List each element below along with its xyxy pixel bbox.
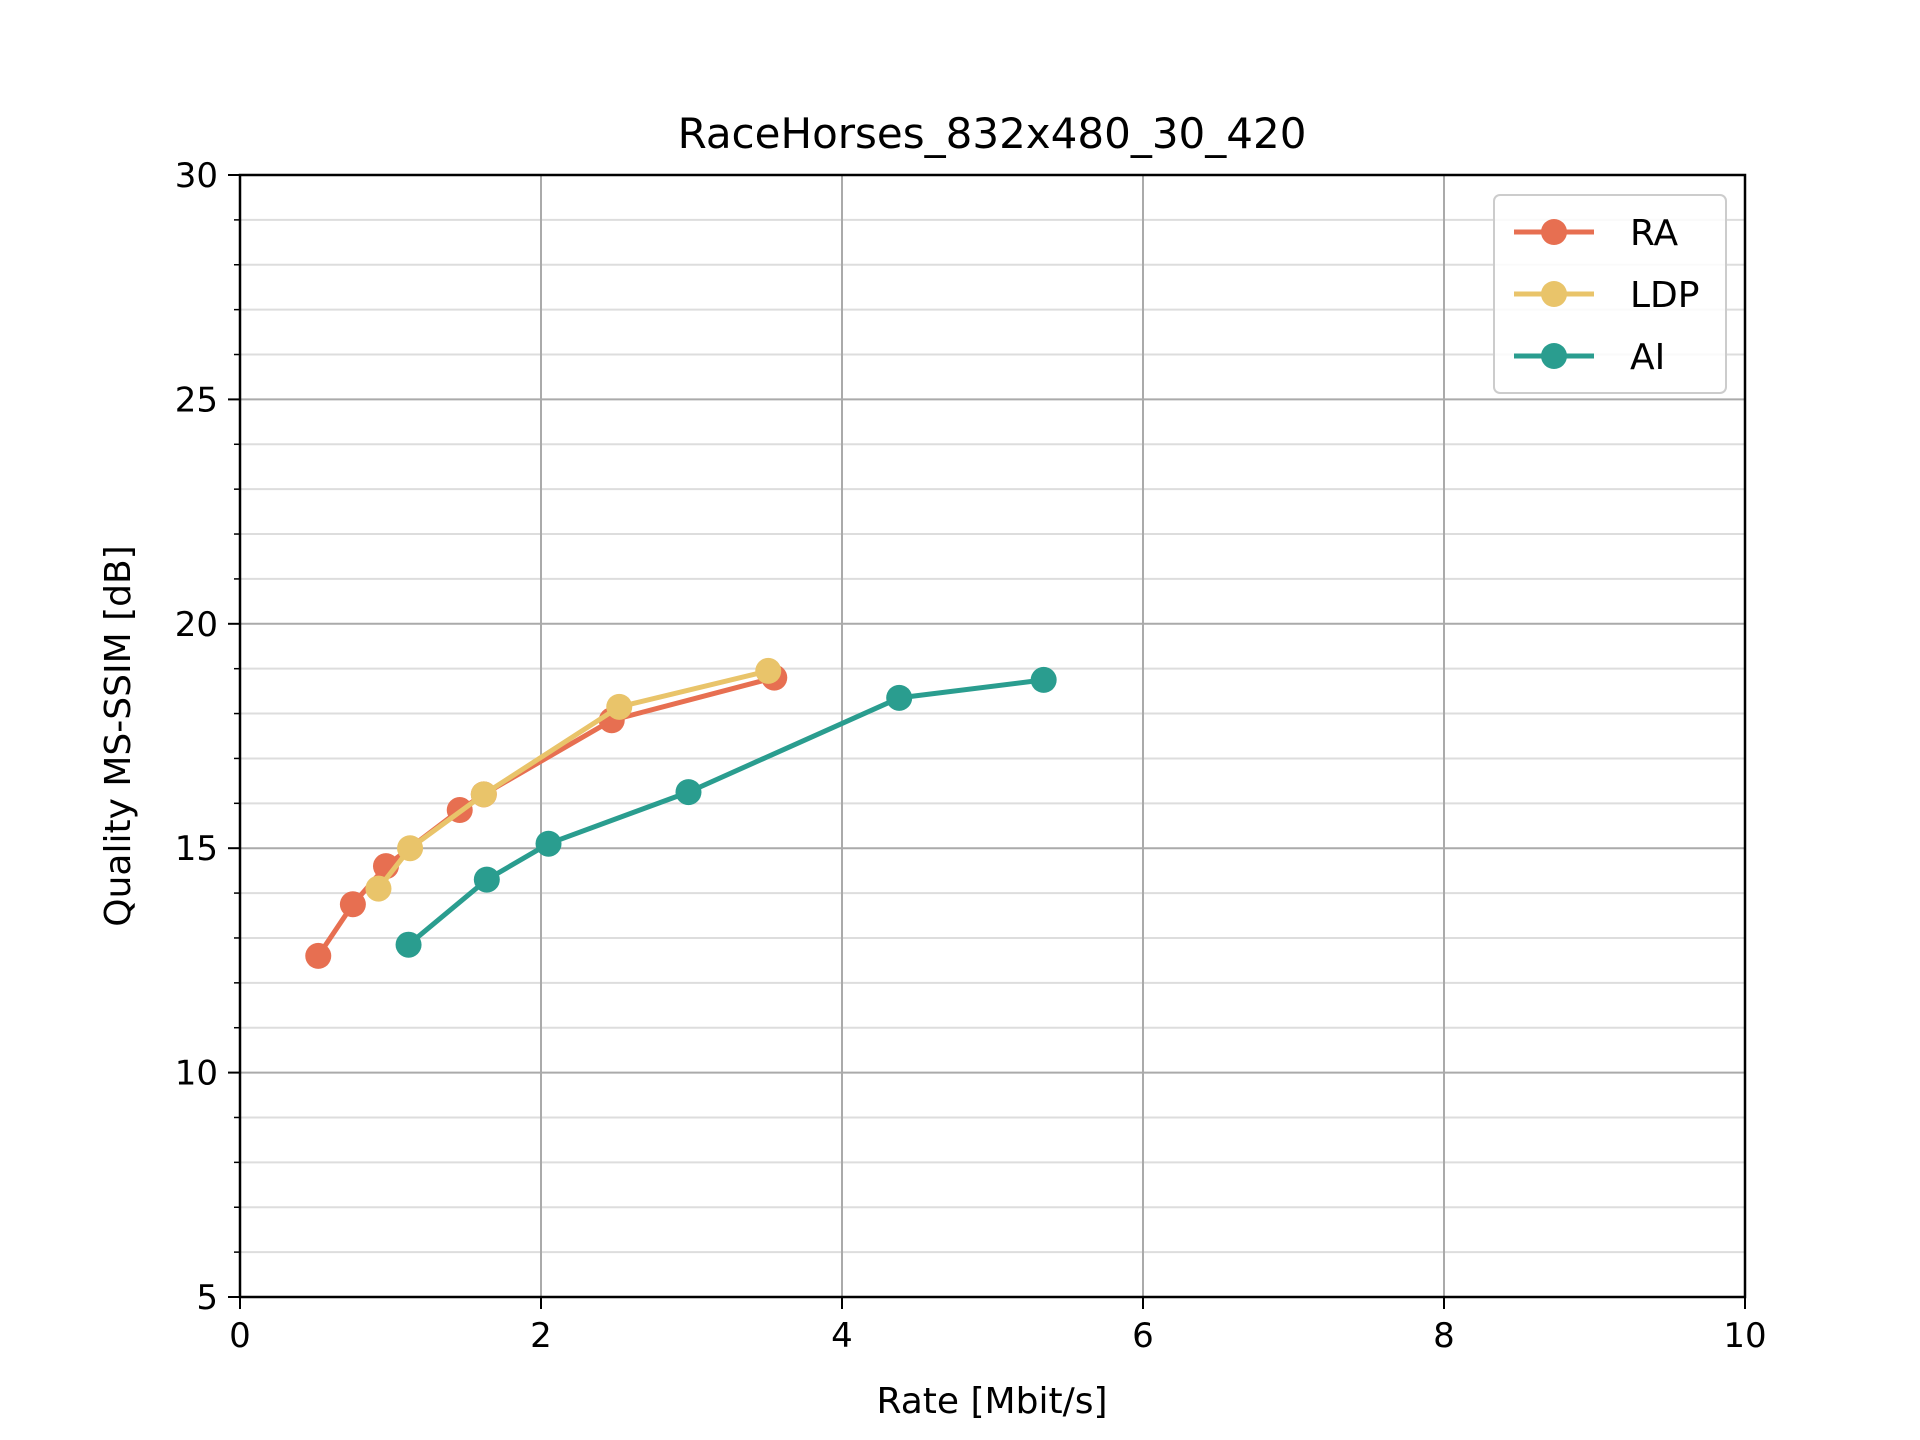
- legend-label-ai: AI: [1630, 337, 1665, 378]
- legend-label-ldp: LDP: [1630, 275, 1700, 316]
- data-point-ai: [473, 866, 500, 893]
- x-tick-label: 8: [1433, 1316, 1455, 1356]
- legend-swatch-marker-ai: [1541, 343, 1567, 369]
- axis-ticks: 5 10 15 20 25 30 0 2 4 6 8 10: [175, 156, 1767, 1356]
- series-line-ai: [406, 677, 1044, 947]
- series-ai: [395, 666, 1057, 958]
- data-point-ra: [339, 891, 366, 918]
- data-point-ai: [886, 684, 913, 711]
- x-tick-label: 10: [1723, 1316, 1766, 1356]
- legend-label-ra: RA: [1630, 213, 1679, 254]
- y-tick-label: 15: [175, 829, 218, 869]
- y-axis-label: Quality MS-SSIM [dB]: [98, 545, 139, 926]
- legend-item-ldp: LDP: [1514, 275, 1700, 316]
- data-point-ldp: [397, 835, 424, 862]
- x-tick-label: 2: [530, 1316, 552, 1356]
- plot-frame: [238, 173, 1747, 1299]
- data-point-ai: [675, 779, 702, 806]
- x-tick-label: 6: [1132, 1316, 1154, 1356]
- x-tick-label: 0: [229, 1316, 251, 1356]
- data-point-ldp: [365, 875, 392, 902]
- data-point-ldp: [755, 657, 782, 684]
- chart-title: RaceHorses_832x480_30_420: [678, 109, 1307, 158]
- data-point-ai: [395, 931, 422, 958]
- data-point-ldp: [606, 693, 633, 720]
- y-tick-label: 25: [175, 380, 218, 420]
- series-ldp: [365, 657, 782, 902]
- legend-items: RA LDP AI: [1514, 213, 1700, 378]
- y-tick-label: 30: [175, 156, 218, 196]
- legend-item-ra: RA: [1514, 213, 1679, 254]
- series-layer: [305, 657, 1057, 969]
- x-tick-label: 4: [831, 1316, 853, 1356]
- y-tick-label: 20: [175, 605, 218, 645]
- data-point-ai: [535, 830, 562, 857]
- data-point-ai: [1030, 666, 1057, 693]
- legend-item-ai: AI: [1514, 337, 1665, 378]
- y-tick-label: 5: [196, 1278, 218, 1318]
- y-tick-label: 10: [175, 1054, 218, 1094]
- data-point-ra: [305, 942, 332, 969]
- legend: RA LDP AI: [1493, 194, 1727, 394]
- x-axis-label: Rate [Mbit/s]: [877, 1381, 1108, 1422]
- legend-swatch-marker-ra: [1541, 219, 1567, 245]
- data-point-ldp: [470, 781, 497, 808]
- legend-swatch-marker-ldp: [1541, 281, 1567, 307]
